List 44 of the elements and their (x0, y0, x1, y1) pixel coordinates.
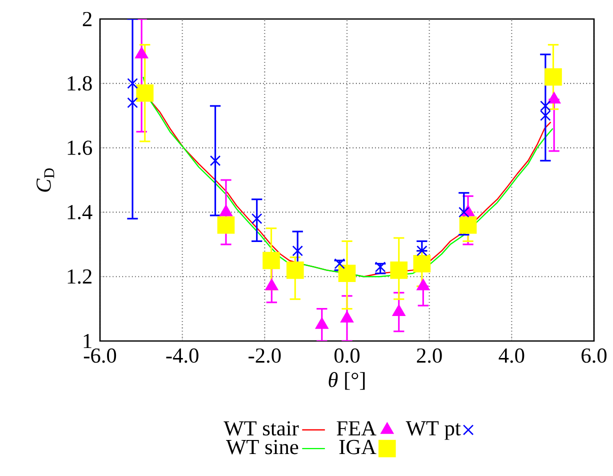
x-tick-label: 4.0 (498, 348, 524, 363)
point (127, 78, 138, 89)
point (540, 100, 551, 112)
point (392, 304, 406, 316)
point (338, 264, 356, 282)
y-tick-label: 1.2 (68, 269, 92, 284)
point (416, 278, 430, 290)
point (458, 206, 470, 218)
point (217, 216, 235, 234)
x-tick-label: 0.0 (334, 348, 360, 363)
point (265, 278, 278, 290)
point (413, 255, 431, 272)
legend-label: WT stair (224, 421, 299, 436)
point (292, 245, 303, 256)
point (544, 68, 562, 86)
point (127, 97, 138, 108)
legend-label: WT pt (406, 421, 461, 440)
point (540, 110, 551, 121)
y-axis-title: C$_{D}$ (36, 168, 54, 192)
y-tick-label: 2 (82, 12, 92, 26)
y-tick-label: 1 (84, 334, 92, 348)
point (136, 84, 154, 102)
point (459, 216, 477, 234)
point (210, 155, 221, 166)
point (416, 245, 428, 256)
point (220, 204, 232, 216)
x-tick-label: 6.0 (582, 348, 607, 363)
point (340, 311, 354, 322)
y-tick-label: 1.4 (68, 205, 92, 220)
point (390, 261, 408, 279)
point (286, 261, 304, 279)
x-tick-label: -6.0 (84, 348, 116, 363)
x-tick-label: 2.0 (416, 348, 442, 363)
point (262, 252, 280, 270)
legend-label: FEA (336, 421, 376, 436)
x-tick-label: -4.0 (166, 348, 198, 363)
x-tick-label: -2.0 (248, 348, 281, 363)
point (251, 213, 262, 224)
legend-label: WT sine (226, 440, 298, 454)
point (315, 318, 328, 329)
y-tick-label: 1.6 (68, 140, 92, 156)
y-tick-label: 1.8 (68, 76, 92, 91)
legend-label: IGA (339, 440, 376, 454)
x-axis-title: θ [°] (328, 372, 365, 390)
